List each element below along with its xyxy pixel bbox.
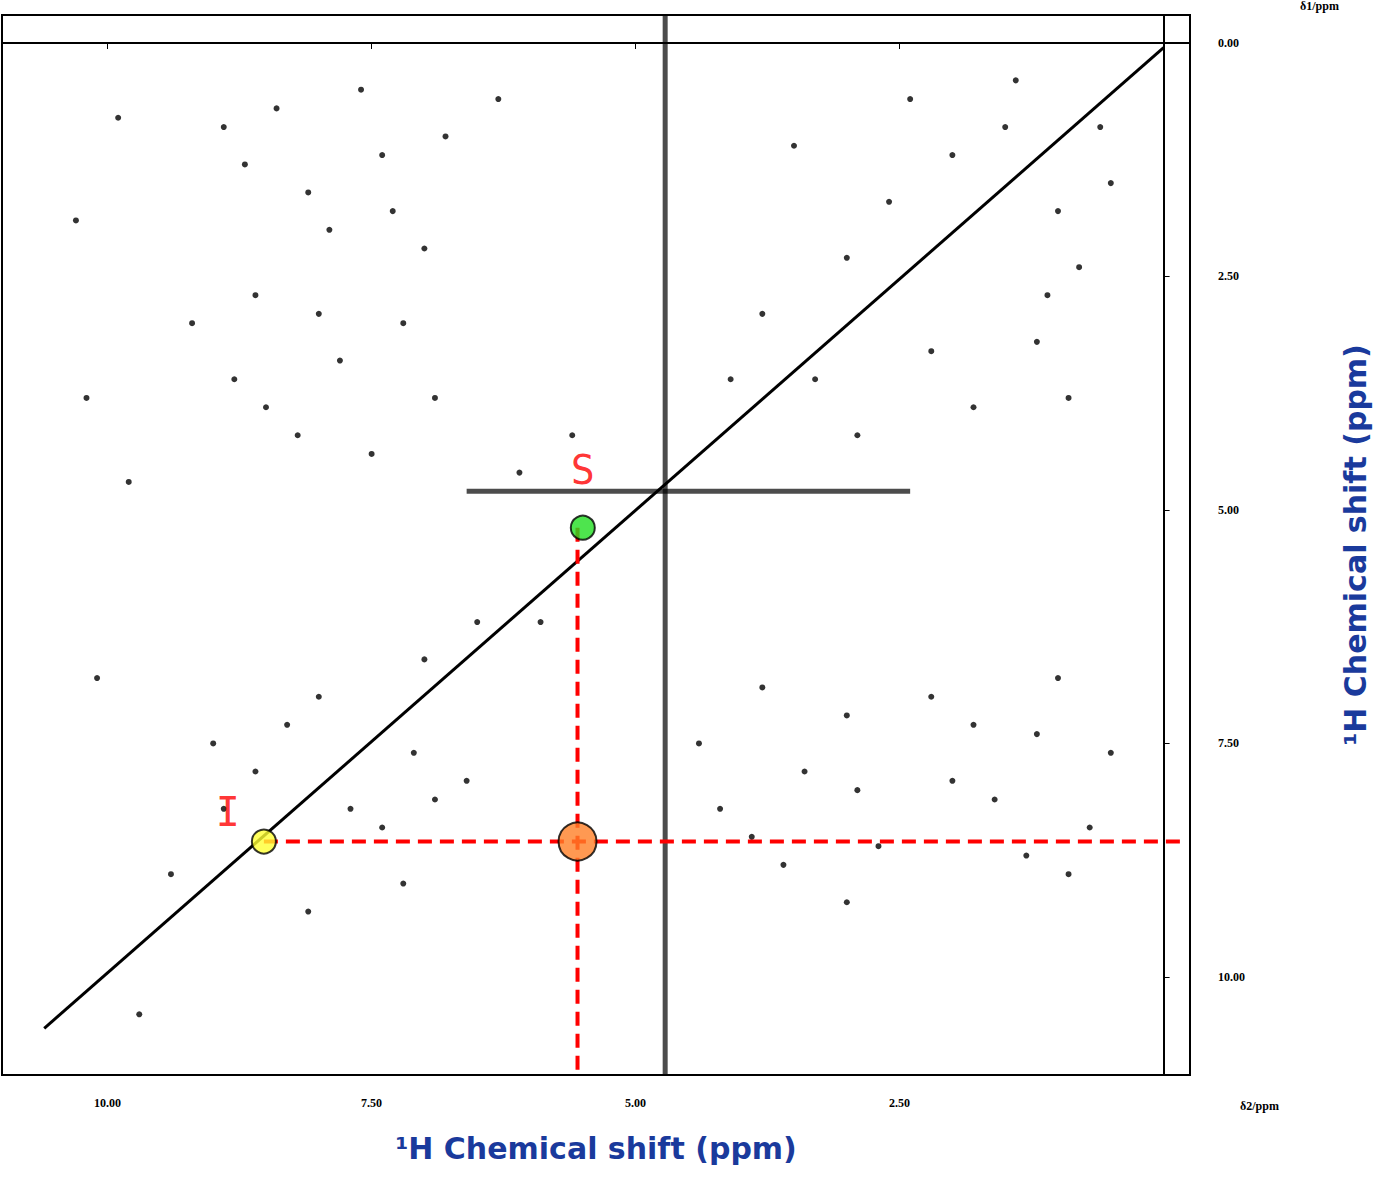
svg-text:10.00: 10.00	[94, 1096, 121, 1110]
svg-text:δ1/ppm: δ1/ppm	[1300, 0, 1339, 13]
svg-text:2.50: 2.50	[889, 1096, 910, 1110]
svg-text:7.50: 7.50	[1218, 736, 1239, 750]
svg-text:δ2/ppm: δ2/ppm	[1240, 1099, 1279, 1113]
svg-text:10.00: 10.00	[1218, 970, 1245, 984]
svg-text:¹H Chemical shift (ppm): ¹H Chemical shift (ppm)	[1338, 344, 1373, 746]
svg-text:5.00: 5.00	[625, 1096, 646, 1110]
svg-text:¹H Chemical shift (ppm): ¹H Chemical shift (ppm)	[395, 1131, 797, 1166]
svg-text:5.00: 5.00	[1218, 503, 1239, 517]
svg-text:I: I	[216, 789, 240, 835]
svg-text:0.00: 0.00	[1218, 36, 1239, 50]
svg-text:2.50: 2.50	[1218, 269, 1239, 283]
svg-text:7.50: 7.50	[361, 1096, 382, 1110]
svg-text:S: S	[571, 447, 595, 493]
